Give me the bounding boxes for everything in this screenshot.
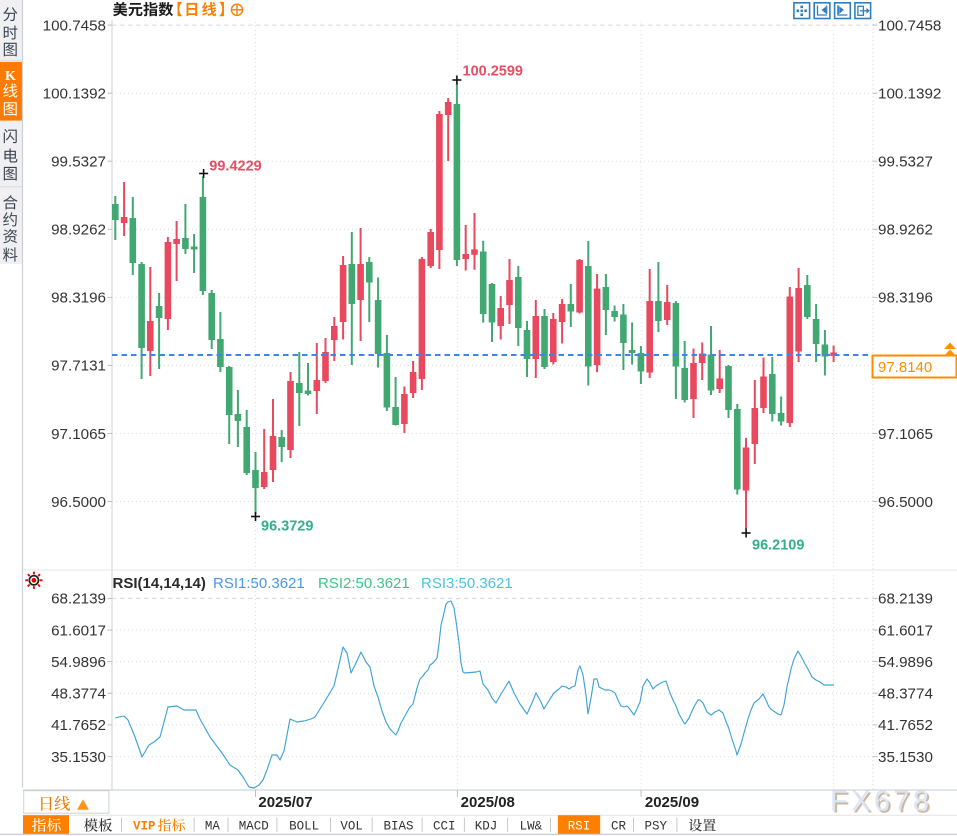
svg-text:FX678: FX678 <box>830 786 932 818</box>
svg-text:68.2139: 68.2139 <box>878 591 933 608</box>
svg-text:61.6017: 61.6017 <box>51 622 106 639</box>
svg-text:MA: MA <box>205 819 221 833</box>
svg-text:CCI: CCI <box>433 819 456 833</box>
svg-text:PSY: PSY <box>644 819 667 833</box>
svg-text:CR: CR <box>611 819 627 833</box>
svg-text:97.8140: 97.8140 <box>878 359 932 376</box>
svg-text:RSI3:50.3621: RSI3:50.3621 <box>421 575 513 592</box>
svg-text:99.5327: 99.5327 <box>878 154 933 171</box>
svg-text:2025/07: 2025/07 <box>258 794 312 811</box>
svg-text:100.7458: 100.7458 <box>878 17 941 34</box>
svg-text:KDJ: KDJ <box>475 819 498 833</box>
svg-text:98.9262: 98.9262 <box>51 222 106 239</box>
svg-text:99.4229: 99.4229 <box>209 158 261 174</box>
svg-text:96.2109: 96.2109 <box>752 538 804 554</box>
svg-text:97.7131: 97.7131 <box>51 358 106 375</box>
svg-text:35.1530: 35.1530 <box>51 749 106 766</box>
svg-text:RSI1:50.3621: RSI1:50.3621 <box>213 575 305 592</box>
svg-text:100.1392: 100.1392 <box>43 86 106 103</box>
svg-text:BOLL: BOLL <box>289 819 319 833</box>
svg-text:98.3196: 98.3196 <box>51 290 106 307</box>
svg-text:2025/08: 2025/08 <box>461 794 515 811</box>
svg-text:96.3729: 96.3729 <box>261 519 313 535</box>
svg-text:RSI2:50.3621: RSI2:50.3621 <box>318 575 410 592</box>
svg-text:K: K <box>5 69 16 84</box>
svg-text:48.3774: 48.3774 <box>878 686 933 703</box>
svg-text:RSI(14,14,14): RSI(14,14,14) <box>113 575 206 592</box>
svg-text:RSI: RSI <box>568 819 591 833</box>
svg-text:100.7458: 100.7458 <box>43 17 106 34</box>
svg-text:100.2599: 100.2599 <box>463 63 523 79</box>
svg-text:MACD: MACD <box>239 819 269 833</box>
svg-text:54.9896: 54.9896 <box>51 654 106 671</box>
svg-text:61.6017: 61.6017 <box>878 622 933 639</box>
svg-text:2025/09: 2025/09 <box>645 794 699 811</box>
svg-text:FX678: FX678 <box>832 788 934 820</box>
svg-text:41.7652: 41.7652 <box>878 717 933 734</box>
svg-text:35.1530: 35.1530 <box>878 749 933 766</box>
svg-text:VOL: VOL <box>340 819 363 833</box>
svg-text:41.7652: 41.7652 <box>51 717 106 734</box>
svg-text:96.5000: 96.5000 <box>51 494 106 511</box>
svg-text:96.5000: 96.5000 <box>878 494 933 511</box>
svg-text:48.3774: 48.3774 <box>51 686 106 703</box>
svg-text:LW&: LW& <box>520 819 543 833</box>
svg-text:BIAS: BIAS <box>383 819 413 833</box>
svg-text:98.3196: 98.3196 <box>878 290 933 307</box>
svg-text:68.2139: 68.2139 <box>51 591 106 608</box>
svg-text:98.9262: 98.9262 <box>878 222 933 239</box>
svg-text:100.1392: 100.1392 <box>878 86 941 103</box>
svg-text:97.1065: 97.1065 <box>51 426 106 443</box>
svg-text:99.5327: 99.5327 <box>51 154 106 171</box>
svg-text:97.1065: 97.1065 <box>878 426 933 443</box>
svg-text:54.9896: 54.9896 <box>878 654 933 671</box>
svg-text:VIP: VIP <box>133 820 156 834</box>
